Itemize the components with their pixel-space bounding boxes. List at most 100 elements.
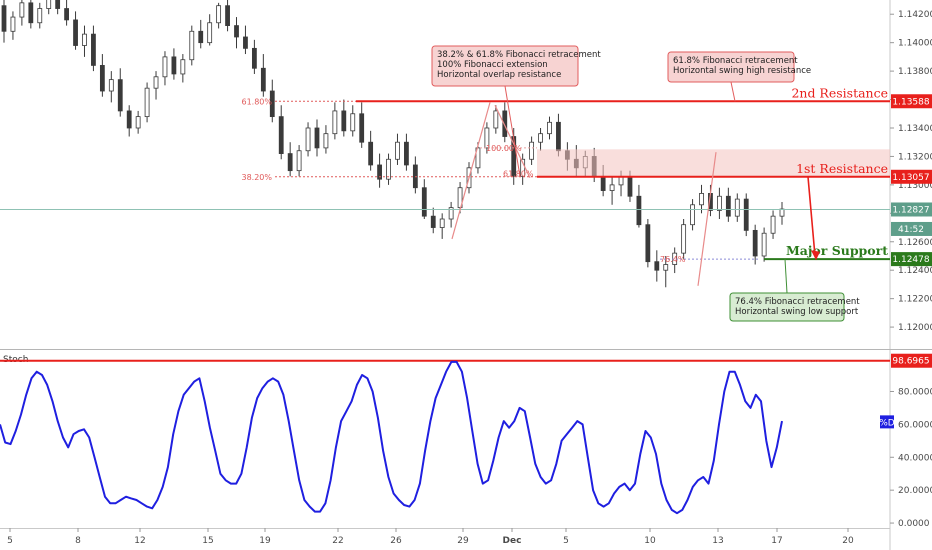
candle-body [287, 153, 293, 172]
candle-body [234, 25, 239, 38]
price-tag [891, 169, 932, 184]
callout-text: Horizontal overlap resistance [437, 70, 561, 80]
fib-level-label: 76.4% [660, 255, 686, 264]
candle-body [421, 187, 427, 217]
time-tick-label: 12 [134, 536, 145, 546]
stoch-d-line [0, 360, 783, 515]
candle-body [46, 0, 52, 9]
fib-swing-up-left [451, 102, 491, 240]
candle-body [91, 33, 96, 66]
candle-body [538, 133, 543, 143]
candle-body [743, 198, 749, 231]
price-tick-label: 1.12600 [898, 238, 932, 248]
candle-body [663, 264, 669, 271]
callout-box [431, 45, 579, 87]
analysis-overlays: 61.80% 38.20% 100.00% 61.80% 76.4% 2nd Resist… [0, 45, 890, 322]
callout-text: Horizontal swing high resistance [673, 66, 811, 76]
candle-body [341, 110, 347, 132]
candle-body [386, 158, 391, 180]
candle-body [395, 141, 400, 160]
candle-body [430, 215, 436, 228]
candle-body [171, 56, 177, 75]
time-tick-label: 20 [842, 536, 854, 546]
candle-body [144, 87, 150, 118]
fib-level-label: 100.00% [486, 144, 522, 153]
candle-body [457, 187, 463, 209]
candle-body [600, 175, 606, 191]
stoch-tick-label: 20.0000 [898, 486, 932, 496]
annotation-callout: 38.2% & 61.8% Fibonacci retracement100% … [431, 45, 601, 177]
time-tick-label: 13 [712, 536, 723, 546]
candle-body [180, 59, 186, 75]
candle-body [323, 133, 329, 149]
stoch-tick-label: 0.0000 [898, 519, 930, 529]
candle-body [645, 224, 651, 263]
candle-body [725, 195, 731, 217]
price-tick-label: 1.13200 [898, 152, 932, 162]
candle-body [37, 8, 43, 24]
price-tags[interactable]: 1.13588 1.13057 1.12827 41:52 1.12478 98.6965… [879, 94, 932, 429]
stoch-level-tag [891, 353, 932, 368]
candle-body [752, 229, 758, 257]
candle-body [207, 22, 213, 44]
candle-body [99, 65, 105, 92]
candle-body [162, 56, 168, 78]
time-tick-label: 8 [75, 536, 81, 546]
candle-body [251, 47, 257, 69]
price-tag [891, 202, 932, 217]
candle-body [305, 127, 311, 152]
candle-body [770, 215, 776, 234]
candle-body [73, 19, 78, 46]
price-tick-label: 1.13800 [898, 67, 932, 77]
time-tick-label: 29 [457, 536, 469, 546]
candle-body [547, 121, 552, 135]
candle-body [19, 2, 25, 18]
candle-body [82, 33, 87, 46]
time-tick-label: 5 [7, 536, 13, 546]
candle-body [439, 218, 445, 228]
candle-body [529, 141, 535, 160]
candle-body [350, 113, 356, 132]
candle-body [681, 224, 687, 254]
stoch-tick-label: 40.0000 [898, 453, 932, 463]
candle-body [359, 113, 365, 143]
candle-body [108, 79, 114, 92]
candle-body [609, 184, 615, 191]
candle-body [314, 127, 320, 149]
price-tick-label: 1.12200 [898, 295, 932, 305]
time-tick-label: 17 [771, 536, 782, 546]
stoch-tick-label: 80.0000 [898, 387, 932, 397]
callout-box [729, 292, 845, 322]
candle-body [636, 195, 642, 226]
time-tick-label: 5 [563, 536, 569, 546]
candle-body [64, 8, 69, 21]
candle-body [699, 193, 704, 206]
candle-body [377, 164, 382, 180]
fib-swing-up-right [697, 152, 717, 286]
callout-pointer [504, 85, 521, 177]
price-tag-label: 1.13057 [892, 173, 929, 183]
candle-body [627, 175, 633, 197]
candle-body [153, 76, 159, 89]
candle-body [779, 208, 785, 217]
candle-body [198, 30, 204, 44]
time-tick-label: 22 [332, 536, 343, 546]
price-tick-label: 1.14000 [898, 39, 932, 49]
price-tick-label: 1.12400 [898, 266, 932, 276]
candle-body [243, 36, 248, 49]
price-tag-label: 1.12478 [892, 255, 929, 265]
candle-body [278, 116, 284, 154]
stoch-d-tag-label: %D [879, 418, 895, 428]
down-arrow-line [807, 176, 816, 257]
fib-level-label: 61.80% [503, 170, 534, 179]
stoch-level-tag-label: 98.6965 [892, 357, 929, 367]
time-tick-label: Dec [503, 536, 522, 546]
candle-body [28, 2, 34, 24]
stochastic-panel: Stoch [0, 355, 890, 515]
time-tick-label: 15 [202, 536, 213, 546]
callout-pointer [784, 259, 788, 294]
